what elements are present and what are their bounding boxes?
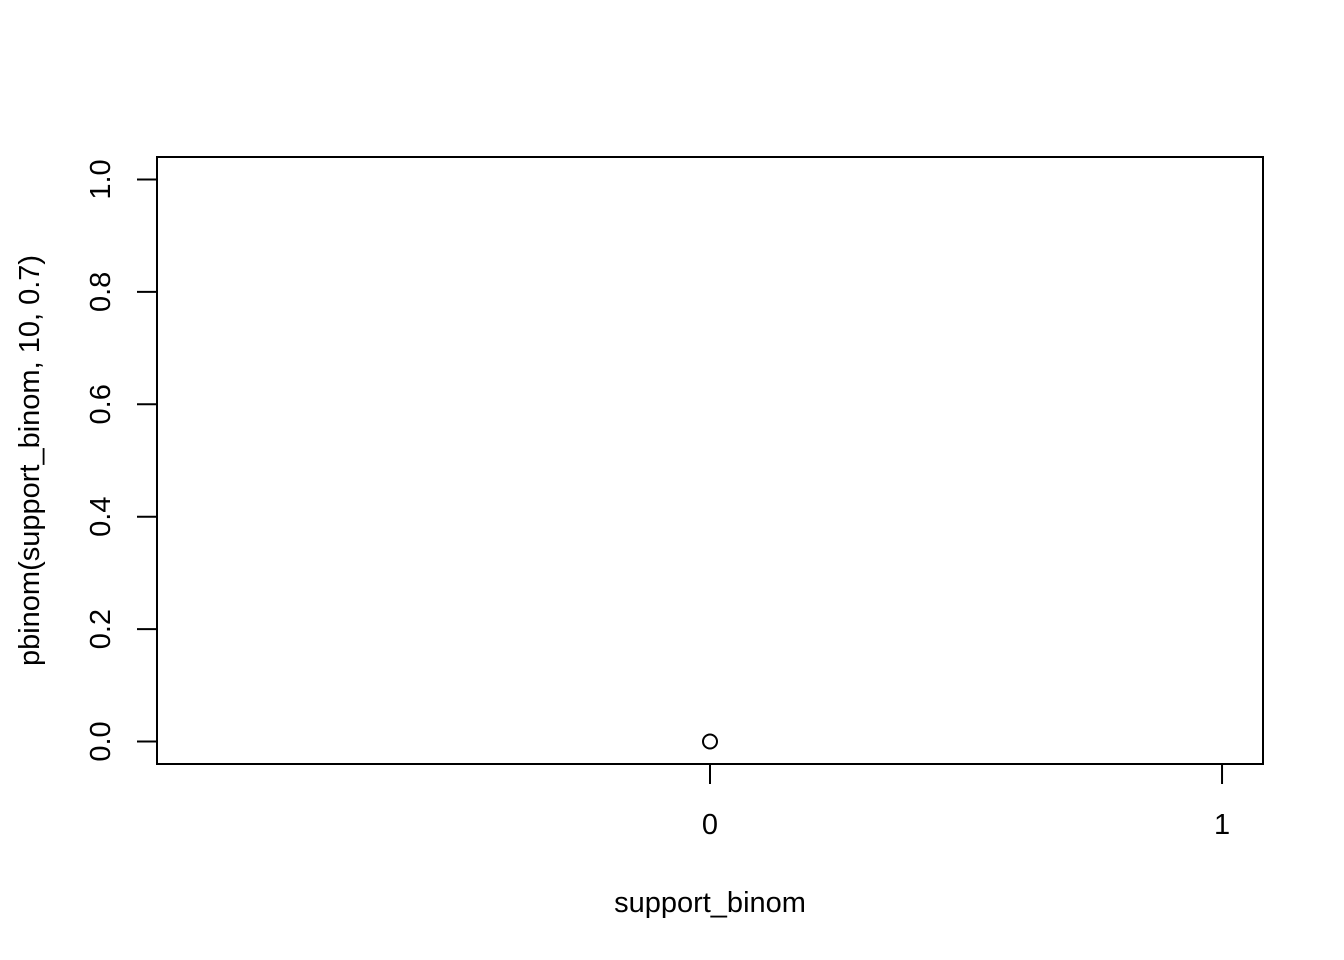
x-axis-label: support_binom xyxy=(614,887,806,919)
y-tick-label: 0.2 xyxy=(85,609,117,649)
data-point xyxy=(702,733,718,750)
data-points xyxy=(702,733,718,750)
y-axis-label: pbinom(support_binom, 10, 0.7) xyxy=(14,255,46,666)
y-tick-label: 0.4 xyxy=(85,497,117,537)
y-axis: 0.0 0.2 0.4 0.6 0.8 1.0 xyxy=(85,159,158,762)
y-tick-label: 0.6 xyxy=(85,384,117,424)
x-tick-label: 0 xyxy=(702,809,718,841)
y-tick-label: 1.0 xyxy=(85,159,117,199)
plot-frame xyxy=(156,156,1264,765)
x-tick-label: 1 xyxy=(1214,809,1230,841)
y-tick-label: 0.0 xyxy=(85,721,117,761)
y-tick-label: 0.8 xyxy=(85,272,117,312)
